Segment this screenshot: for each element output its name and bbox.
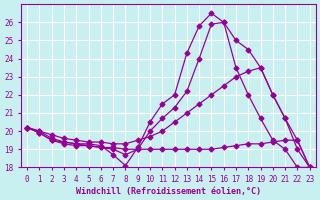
X-axis label: Windchill (Refroidissement éolien,°C): Windchill (Refroidissement éolien,°C) — [76, 187, 261, 196]
